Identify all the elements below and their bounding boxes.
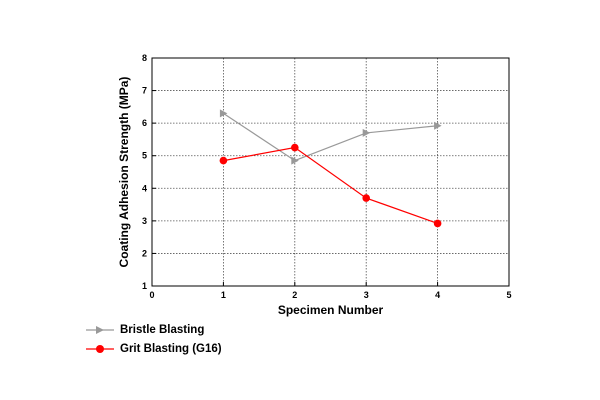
x-tick-label: 4 bbox=[435, 290, 440, 300]
data-point bbox=[291, 156, 299, 165]
circle-marker-icon bbox=[86, 344, 114, 353]
series-line bbox=[223, 112, 438, 162]
series-0 bbox=[219, 109, 442, 165]
y-tick-label: 5 bbox=[142, 151, 147, 161]
data-point bbox=[434, 121, 442, 130]
x-tick-label: 1 bbox=[221, 290, 226, 300]
x-axis-label: Specimen Number bbox=[278, 303, 384, 317]
y-tick-label: 3 bbox=[142, 216, 147, 226]
legend: Bristle Blasting Grit Blasting (G16) bbox=[86, 320, 222, 358]
data-point bbox=[219, 109, 228, 118]
x-tick-label: 2 bbox=[292, 290, 297, 300]
x-tick-label: 0 bbox=[149, 290, 154, 300]
triangle-marker-icon bbox=[86, 325, 114, 334]
data-point bbox=[362, 194, 371, 202]
data-point bbox=[362, 128, 371, 137]
data-point bbox=[219, 156, 228, 165]
x-tick-label: 3 bbox=[364, 290, 369, 300]
legend-item-bristle: Bristle Blasting bbox=[86, 320, 222, 339]
y-tick-label: 2 bbox=[142, 248, 147, 258]
data-point bbox=[291, 143, 299, 152]
series-line bbox=[223, 146, 438, 225]
grid-lines bbox=[152, 58, 509, 286]
data-series bbox=[219, 109, 442, 228]
x-axis-ticks: 0 1 2 3 4 5 bbox=[149, 282, 512, 300]
y-tick-label: 8 bbox=[142, 53, 147, 63]
data-point bbox=[433, 219, 442, 228]
y-tick-label: 4 bbox=[142, 183, 147, 193]
y-axis-label: Coating Adhesion Strength (MPa) bbox=[117, 77, 131, 268]
plot-area-frame bbox=[151, 57, 510, 287]
y-axis-ticks: 1 2 3 4 5 6 7 8 bbox=[142, 53, 156, 291]
y-tick-label: 1 bbox=[142, 281, 147, 291]
y-tick-label: 7 bbox=[142, 86, 147, 96]
legend-label-bristle: Bristle Blasting bbox=[120, 323, 205, 336]
y-tick-label: 6 bbox=[142, 118, 147, 128]
legend-item-grit: Grit Blasting (G16) bbox=[86, 339, 222, 358]
series-1 bbox=[219, 143, 442, 228]
x-tick-label: 5 bbox=[506, 290, 511, 300]
legend-label-grit: Grit Blasting (G16) bbox=[120, 342, 222, 355]
